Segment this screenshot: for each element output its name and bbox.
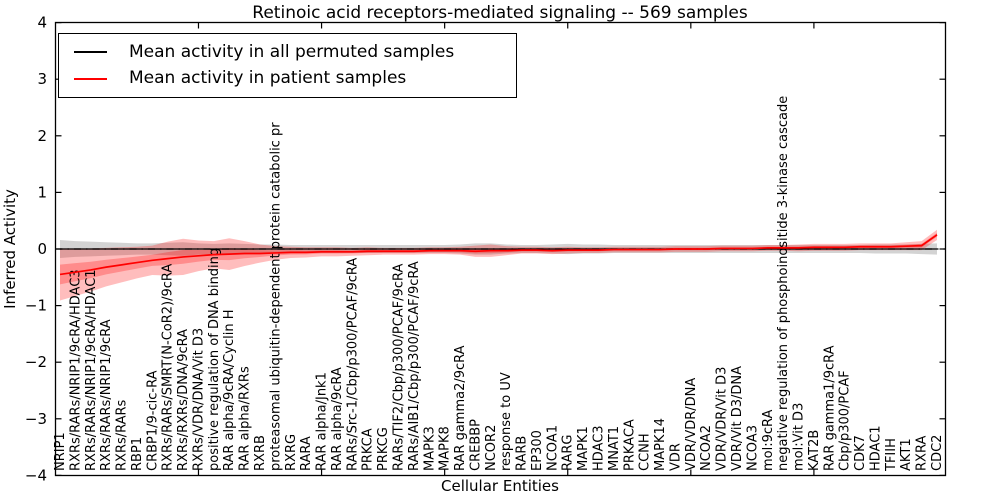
patient-mean-line [59, 234, 938, 276]
x-tick-label: PRKCA [361, 428, 376, 471]
x-tick-label: RXRA [915, 436, 930, 471]
legend: Mean activity in all permuted samples Me… [58, 33, 517, 98]
x-tick-label: TFIIH [884, 438, 899, 472]
x-tick-label: RXRs/RARs/SMRT(N-CoR2)/9cRA [161, 264, 176, 471]
x-tick-label: RARs/AIB1/Cbp/p300/PCAF/9cRA [407, 261, 422, 471]
x-tick-label: PRKCG [376, 427, 391, 471]
x-tick-label: RAR alpha/9cRA [330, 367, 345, 471]
y-tick-label: −1 [25, 297, 47, 315]
x-tick-label: mol:Vit D3 [792, 403, 807, 471]
x-tick-label: RXRs/RARs/NRIP1/9cRA/HDAC3 [68, 269, 83, 471]
x-tick-label: mol:9cRA [761, 409, 776, 471]
x-tick-label: RAR gamma1/9cRA [822, 345, 837, 471]
x-tick-label: CCNH [638, 433, 653, 471]
x-tick-label: MNAT1 [607, 426, 622, 471]
x-tick-label: HDAC1 [868, 425, 883, 471]
patient-band-inner [60, 232, 937, 285]
x-tick-label: RXRs/RXRs/DNA/9cRA [176, 329, 191, 471]
x-tick-label: MAPK1 [576, 426, 591, 471]
x-tick-label: RXRs/RARs [115, 399, 130, 471]
x-tick-label: VDR/Vit D3/DNA [730, 366, 745, 471]
legend-item-permuted: Mean activity in all permuted samples [74, 41, 516, 62]
x-tick-label: RARG [561, 434, 576, 471]
x-tick-label: RBP1 [130, 437, 145, 471]
x-tick-label: RAR alpha/Jnk1 [315, 372, 330, 471]
x-tick-label: HDAC3 [592, 425, 607, 471]
patient-band-outer [60, 229, 937, 301]
legend-item-patient: Mean activity in patient samples [74, 70, 516, 87]
x-tick-label: CRBP1/9-cic-RA [145, 370, 160, 471]
x-tick-label: RARB [515, 436, 530, 471]
x-tick-label: MAPK3 [422, 426, 437, 471]
x-tick-label: NCOA2 [699, 425, 714, 471]
x-tick-label: RARA [299, 436, 314, 471]
x-tick-label: NRIP1 [53, 432, 68, 471]
y-tick-label: 2 [37, 127, 47, 145]
y-tick-label: −2 [25, 353, 47, 371]
x-tick-label: NCOA3 [745, 425, 760, 471]
x-tick-label: RXRB [253, 435, 268, 471]
x-tick-label: CDC2 [930, 435, 945, 471]
x-tick-label: MAPK8 [438, 426, 453, 471]
patient-line-swatch [74, 77, 107, 80]
x-tick-label: CREBBP [468, 419, 483, 471]
x-tick-label: RXRG [284, 434, 299, 471]
legend-label-permuted: Mean activity in all permuted samples [129, 41, 455, 62]
x-axis-label: Cellular Entities [441, 477, 559, 495]
x-tick-label: MAPK14 [653, 418, 668, 471]
y-tick-label: 0 [37, 240, 47, 258]
chart-title: Retinoic acid receptors-mediated signali… [252, 3, 748, 23]
x-tick-label: response to UV [499, 372, 514, 471]
x-tick-label: VDR [668, 443, 683, 471]
y-tick-label: −3 [25, 410, 47, 428]
x-tick-label: EP300 [530, 430, 545, 471]
x-tick-label: RXRs/RARs/NRIP1/9cRA [99, 319, 114, 471]
y-tick-label: 4 [37, 14, 47, 32]
y-tick-label: 3 [37, 70, 47, 88]
x-tick-label: CDK7 [853, 435, 868, 471]
y-tick-label: 1 [37, 183, 47, 201]
x-tick-label: RAR gamma2/9cRA [453, 345, 468, 471]
x-tick-label: AKT1 [899, 438, 914, 471]
x-tick-label: KAT2B [807, 430, 822, 471]
x-tick-label: NCOR2 [484, 425, 499, 471]
x-tick-label: RAR alpha/9cRA/Cyclin H [222, 310, 237, 471]
x-tick-label: RARs/TIF2/Cbp/p300/PCAF/9cRA [391, 264, 406, 471]
x-tick-label: positive regulation of DNA binding [207, 248, 222, 471]
x-tick-label: RARs/Src-1/Cbp/p300/PCAF/9cRA [345, 258, 360, 471]
x-tick-label: negative regulation of phosphoinositide … [776, 96, 791, 471]
x-tick-label: Cbp/p300/PCAF [838, 370, 853, 471]
x-tick-label: RAR alpha/RXRs [238, 366, 253, 471]
x-tick-label: RXRs/RARs/NRIP1/9cRA/HDAC1 [84, 269, 99, 471]
x-tick-label: RXRs/VDR/DNA/Vit D3 [191, 328, 206, 471]
x-tick-label: proteasomal ubiquitin-dependent protein … [268, 122, 283, 471]
x-tick-label: NCOA1 [545, 425, 560, 471]
y-tick-label: −4 [25, 466, 47, 484]
permuted-line-swatch [74, 51, 107, 54]
legend-label-patient: Mean activity in patient samples [129, 68, 407, 89]
x-tick-label: PRKACA [622, 419, 637, 471]
x-tick-label: VDR/VDR/DNA [684, 378, 699, 471]
x-tick-label: VDR/VDR/Vit D3 [715, 367, 730, 471]
